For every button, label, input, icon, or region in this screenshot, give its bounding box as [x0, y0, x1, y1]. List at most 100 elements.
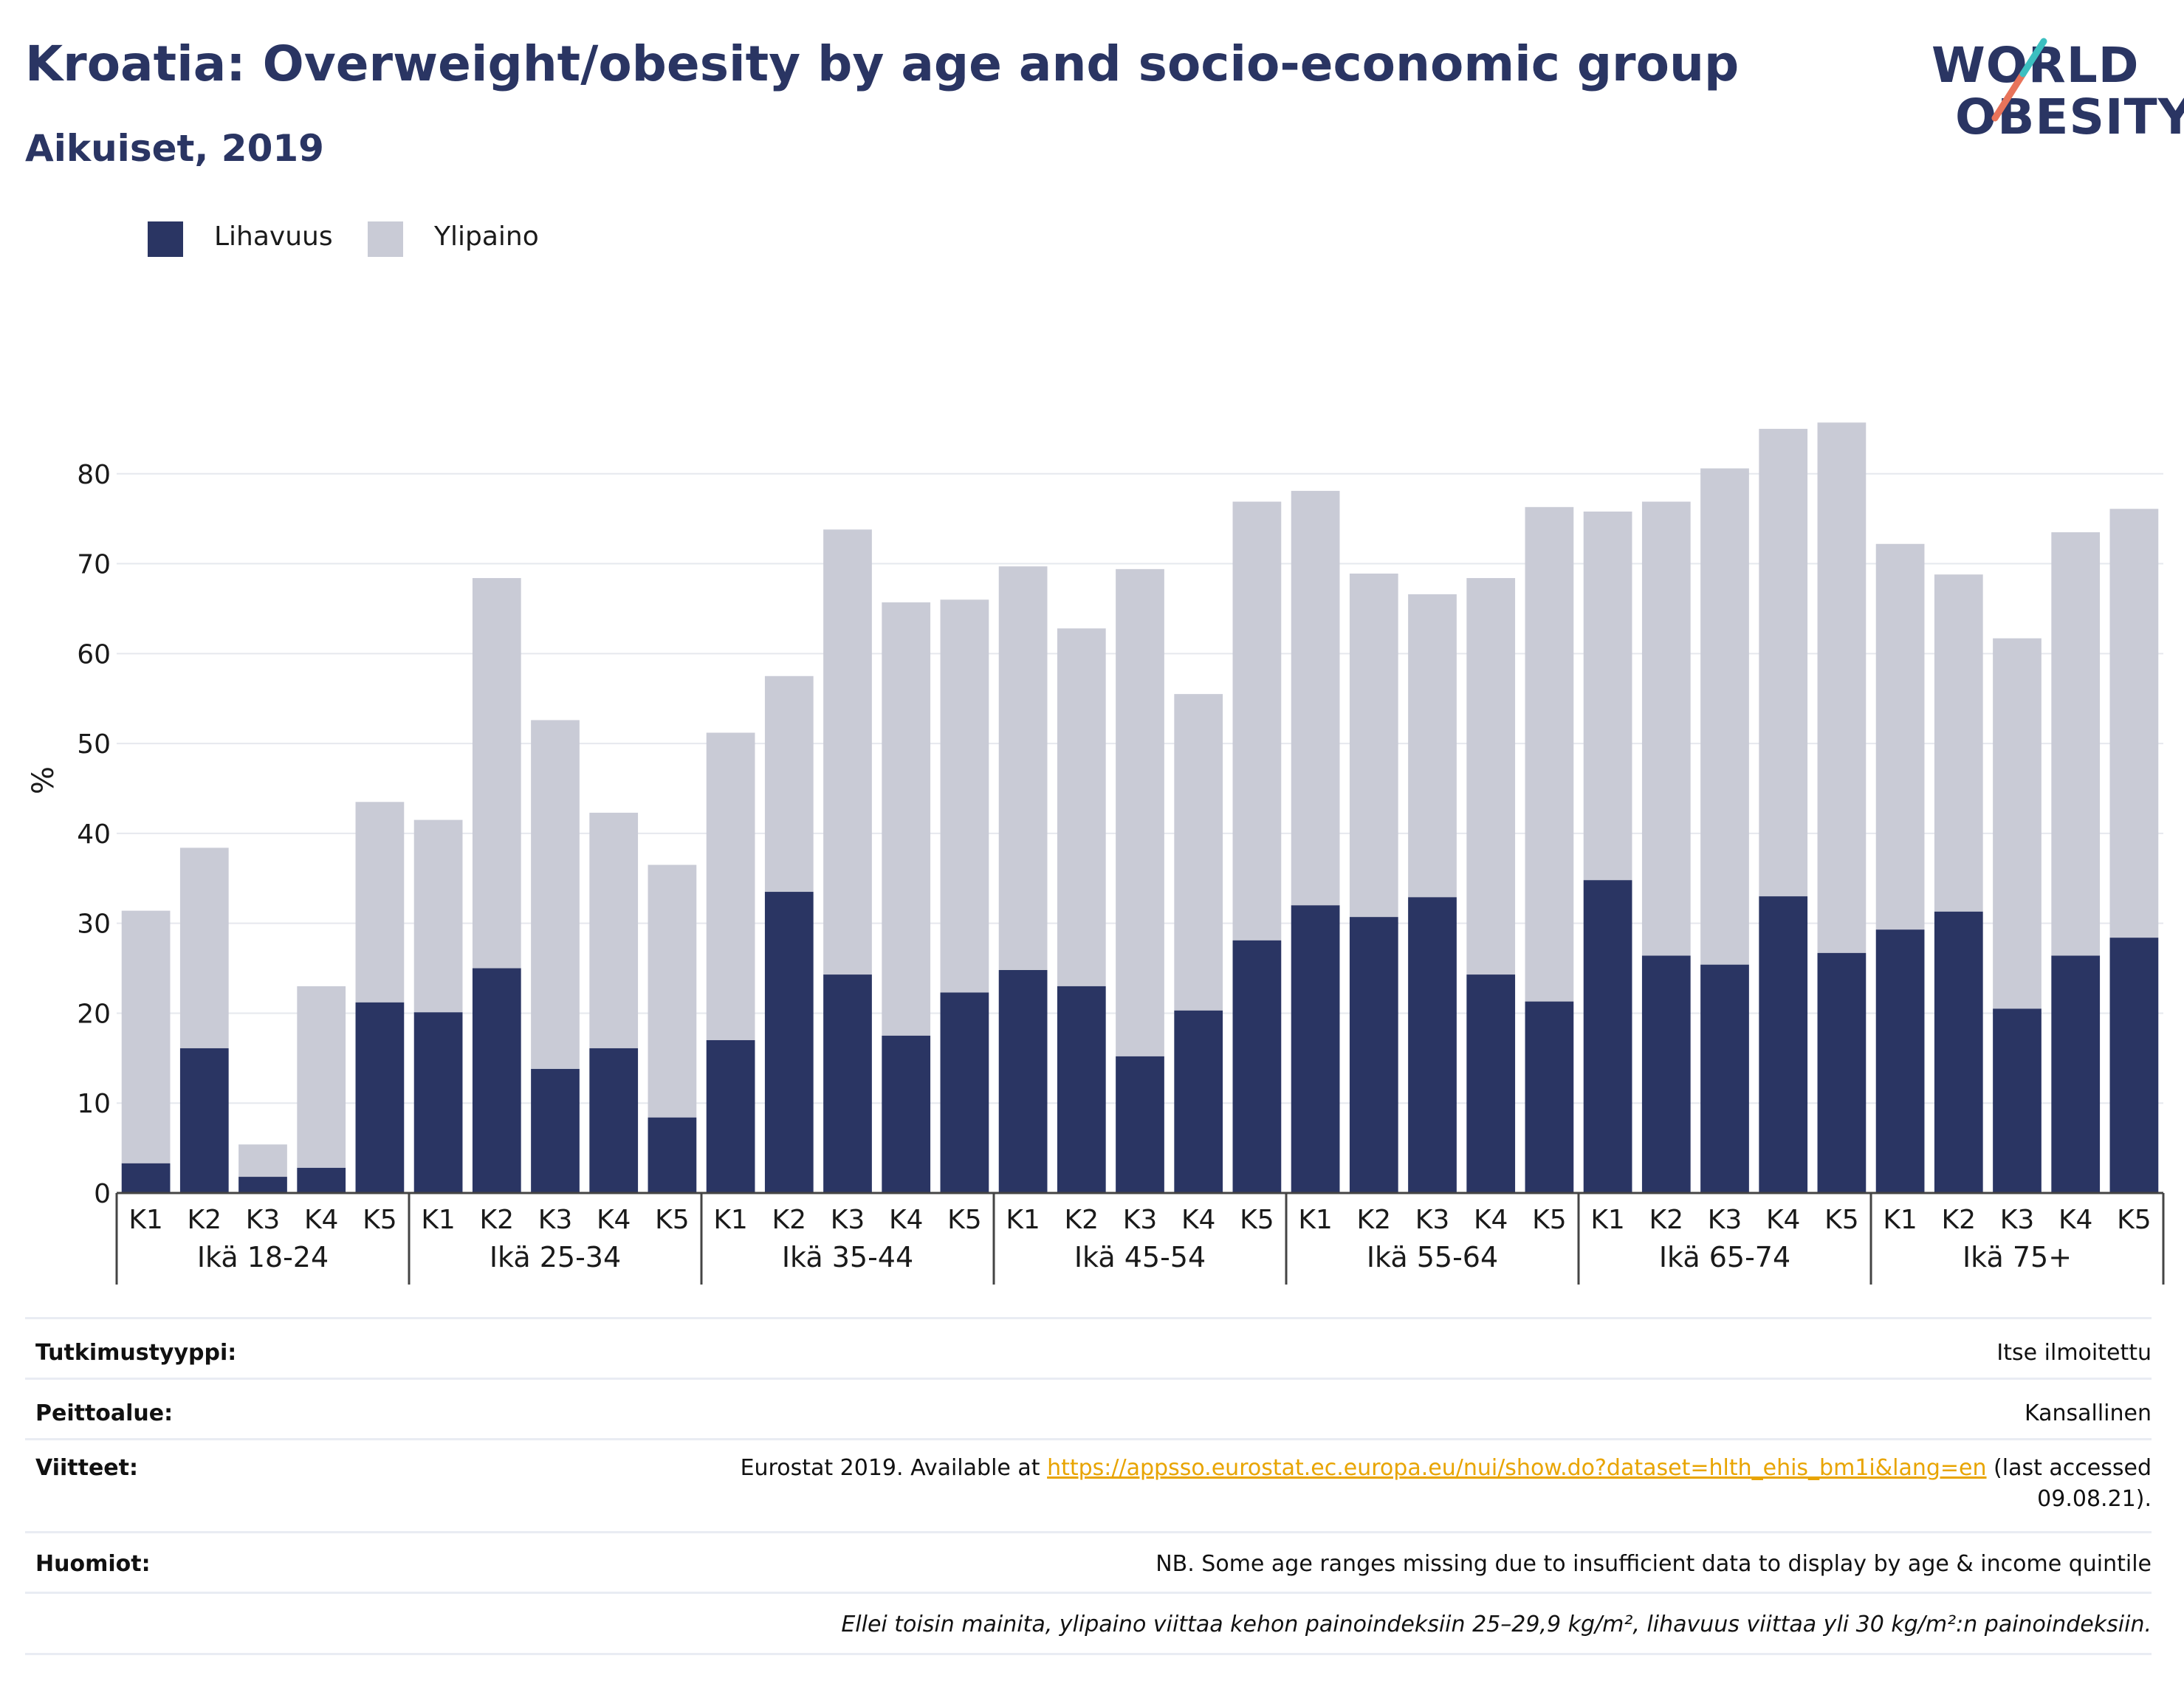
bar-obesity — [297, 1167, 346, 1193]
x-tick-label: K5 — [1824, 1205, 1859, 1235]
legend-swatch-obesity — [148, 221, 183, 257]
bar-obesity — [1057, 986, 1106, 1193]
x-tick-label: K5 — [363, 1205, 397, 1235]
bar-obesity — [589, 1048, 639, 1193]
x-group-label: Ikä 45-54 — [1074, 1241, 1206, 1273]
bar-overweight — [1174, 694, 1223, 1011]
bar-overweight — [1641, 501, 1691, 956]
meta-definition: Ellei toisin mainita, ylipaino viittaa k… — [841, 1612, 2152, 1637]
meta-value-references: Eurostat 2019. Available at https://apps… — [741, 1455, 2152, 1481]
meta-row-definition: Ellei toisin mainita, ylipaino viittaa k… — [25, 1592, 2152, 1655]
chart-title: Kroatia: Overweight/obesity by age and s… — [25, 35, 1740, 92]
bar-overweight — [413, 819, 463, 1013]
bar-obesity — [1116, 1056, 1164, 1193]
x-tick-label: K3 — [1415, 1205, 1450, 1235]
y-tick-label: 20 — [77, 999, 111, 1029]
x-group-label: Ikä 55-64 — [1367, 1241, 1498, 1273]
meta-key-references: Viitteet: — [35, 1455, 138, 1481]
x-tick-label: K2 — [480, 1205, 515, 1235]
bar-obesity — [1875, 929, 1925, 1193]
bar-obesity — [413, 1012, 463, 1193]
bar-obesity — [823, 974, 872, 1193]
bar-obesity — [472, 968, 521, 1193]
bar-obesity — [1583, 880, 1632, 1193]
chart-subtitle: Aikuiset, 2019 — [25, 127, 324, 170]
y-tick-label: 40 — [77, 819, 111, 850]
y-axis-label: % — [27, 766, 61, 794]
x-tick-label: K1 — [1006, 1205, 1040, 1235]
x-tick-label: K4 — [1766, 1205, 1801, 1235]
legend-label-obesity: Lihavuus — [214, 221, 333, 252]
bar-overweight — [589, 812, 639, 1048]
x-tick-label: K2 — [1357, 1205, 1392, 1235]
bar-overweight — [355, 802, 405, 1003]
bar-obesity — [764, 892, 814, 1193]
bar-obesity — [706, 1039, 755, 1193]
bar-overweight — [472, 578, 521, 969]
x-tick-label: K4 — [2058, 1205, 2093, 1235]
x-tick-label: K1 — [1298, 1205, 1333, 1235]
bar-overweight — [2051, 532, 2101, 956]
y-tick-label: 50 — [77, 729, 111, 760]
bar-obesity — [1349, 917, 1398, 1193]
meta-value-coverage: Kansallinen — [2024, 1400, 2152, 1426]
x-group-label: Ikä 35-44 — [782, 1241, 913, 1273]
bar-obesity — [1700, 964, 1749, 1193]
bar-overweight — [1349, 573, 1398, 918]
world-obesity-logo: WORLD OBESITY — [1920, 30, 2184, 162]
bar-overweight — [1875, 543, 1925, 930]
reference-suffix: (last accessed — [1986, 1455, 2152, 1481]
reference-prefix: Eurostat 2019. Available at — [740, 1455, 1048, 1481]
bar-obesity — [1993, 1008, 2042, 1193]
meta-value-notes: NB. Some age ranges missing due to insuf… — [1155, 1551, 2152, 1577]
meta-row-references: Viitteet: Eurostat 2019. Available at ht… — [25, 1438, 2152, 1532]
x-tick-label: K3 — [1708, 1205, 1742, 1235]
bar-obesity — [1466, 974, 1516, 1193]
x-tick-label: K2 — [772, 1205, 807, 1235]
bar-obesity — [648, 1117, 697, 1193]
y-tick-label: 60 — [77, 639, 111, 670]
stacked-bar-chart: 0 10 20 30 40 50 60 70 80% K1 K2 K3 K4 K5 Ikä 18-24 K1 K… — [27, 422, 2165, 1285]
x-tick-label: K4 — [304, 1205, 339, 1235]
bar-obesity — [121, 1163, 171, 1193]
x-tick-label: K2 — [188, 1205, 222, 1235]
y-tick-label: 80 — [77, 460, 111, 490]
bar-overweight — [823, 529, 872, 975]
x-tick-label: K1 — [713, 1205, 748, 1235]
x-tick-label: K4 — [1181, 1205, 1216, 1235]
y-tick-label: 70 — [77, 550, 111, 580]
reference-link[interactable]: https://appsso.eurostat.ec.europa.eu/nui… — [1047, 1455, 1987, 1481]
meta-key-notes: Huomiot: — [35, 1551, 151, 1577]
bar-overweight — [882, 602, 931, 1036]
bar-overweight — [531, 720, 580, 1069]
x-tick-label: K1 — [1590, 1205, 1625, 1235]
x-tick-label: K3 — [1123, 1205, 1158, 1235]
reference-date: 09.08.21). — [2037, 1486, 2152, 1512]
bar-overweight — [1057, 628, 1106, 986]
bar-obesity — [179, 1048, 229, 1193]
bar-obesity — [2109, 938, 2159, 1193]
bar-obesity — [1759, 896, 1808, 1193]
bar-overweight — [764, 675, 814, 893]
x-tick-label: K5 — [1240, 1205, 1274, 1235]
y-tick-label: 30 — [77, 910, 111, 940]
bar-obesity — [2051, 955, 2101, 1193]
x-tick-label: K2 — [1649, 1205, 1684, 1235]
bar-obesity — [1232, 940, 1282, 1193]
meta-key-study-type: Tutkimustyyppi: — [35, 1340, 237, 1366]
x-tick-label: K5 — [2117, 1205, 2152, 1235]
x-tick-label: K3 — [246, 1205, 281, 1235]
bar-obesity — [882, 1035, 931, 1193]
bar-obesity — [1934, 911, 1983, 1193]
x-group-label: Ikä 65-74 — [1659, 1241, 1790, 1273]
bar-obesity — [1817, 952, 1867, 1193]
x-tick-label: K4 — [889, 1205, 924, 1235]
bar-obesity — [1408, 897, 1457, 1193]
bar-overweight — [648, 864, 697, 1118]
x-group-label: Ikä 25-34 — [490, 1241, 621, 1273]
legend-swatch-overweight — [368, 221, 403, 257]
bar-overweight — [297, 986, 346, 1168]
x-tick-label: K3 — [538, 1205, 573, 1235]
bar-overweight — [998, 566, 1048, 970]
x-tick-label: K1 — [421, 1205, 456, 1235]
